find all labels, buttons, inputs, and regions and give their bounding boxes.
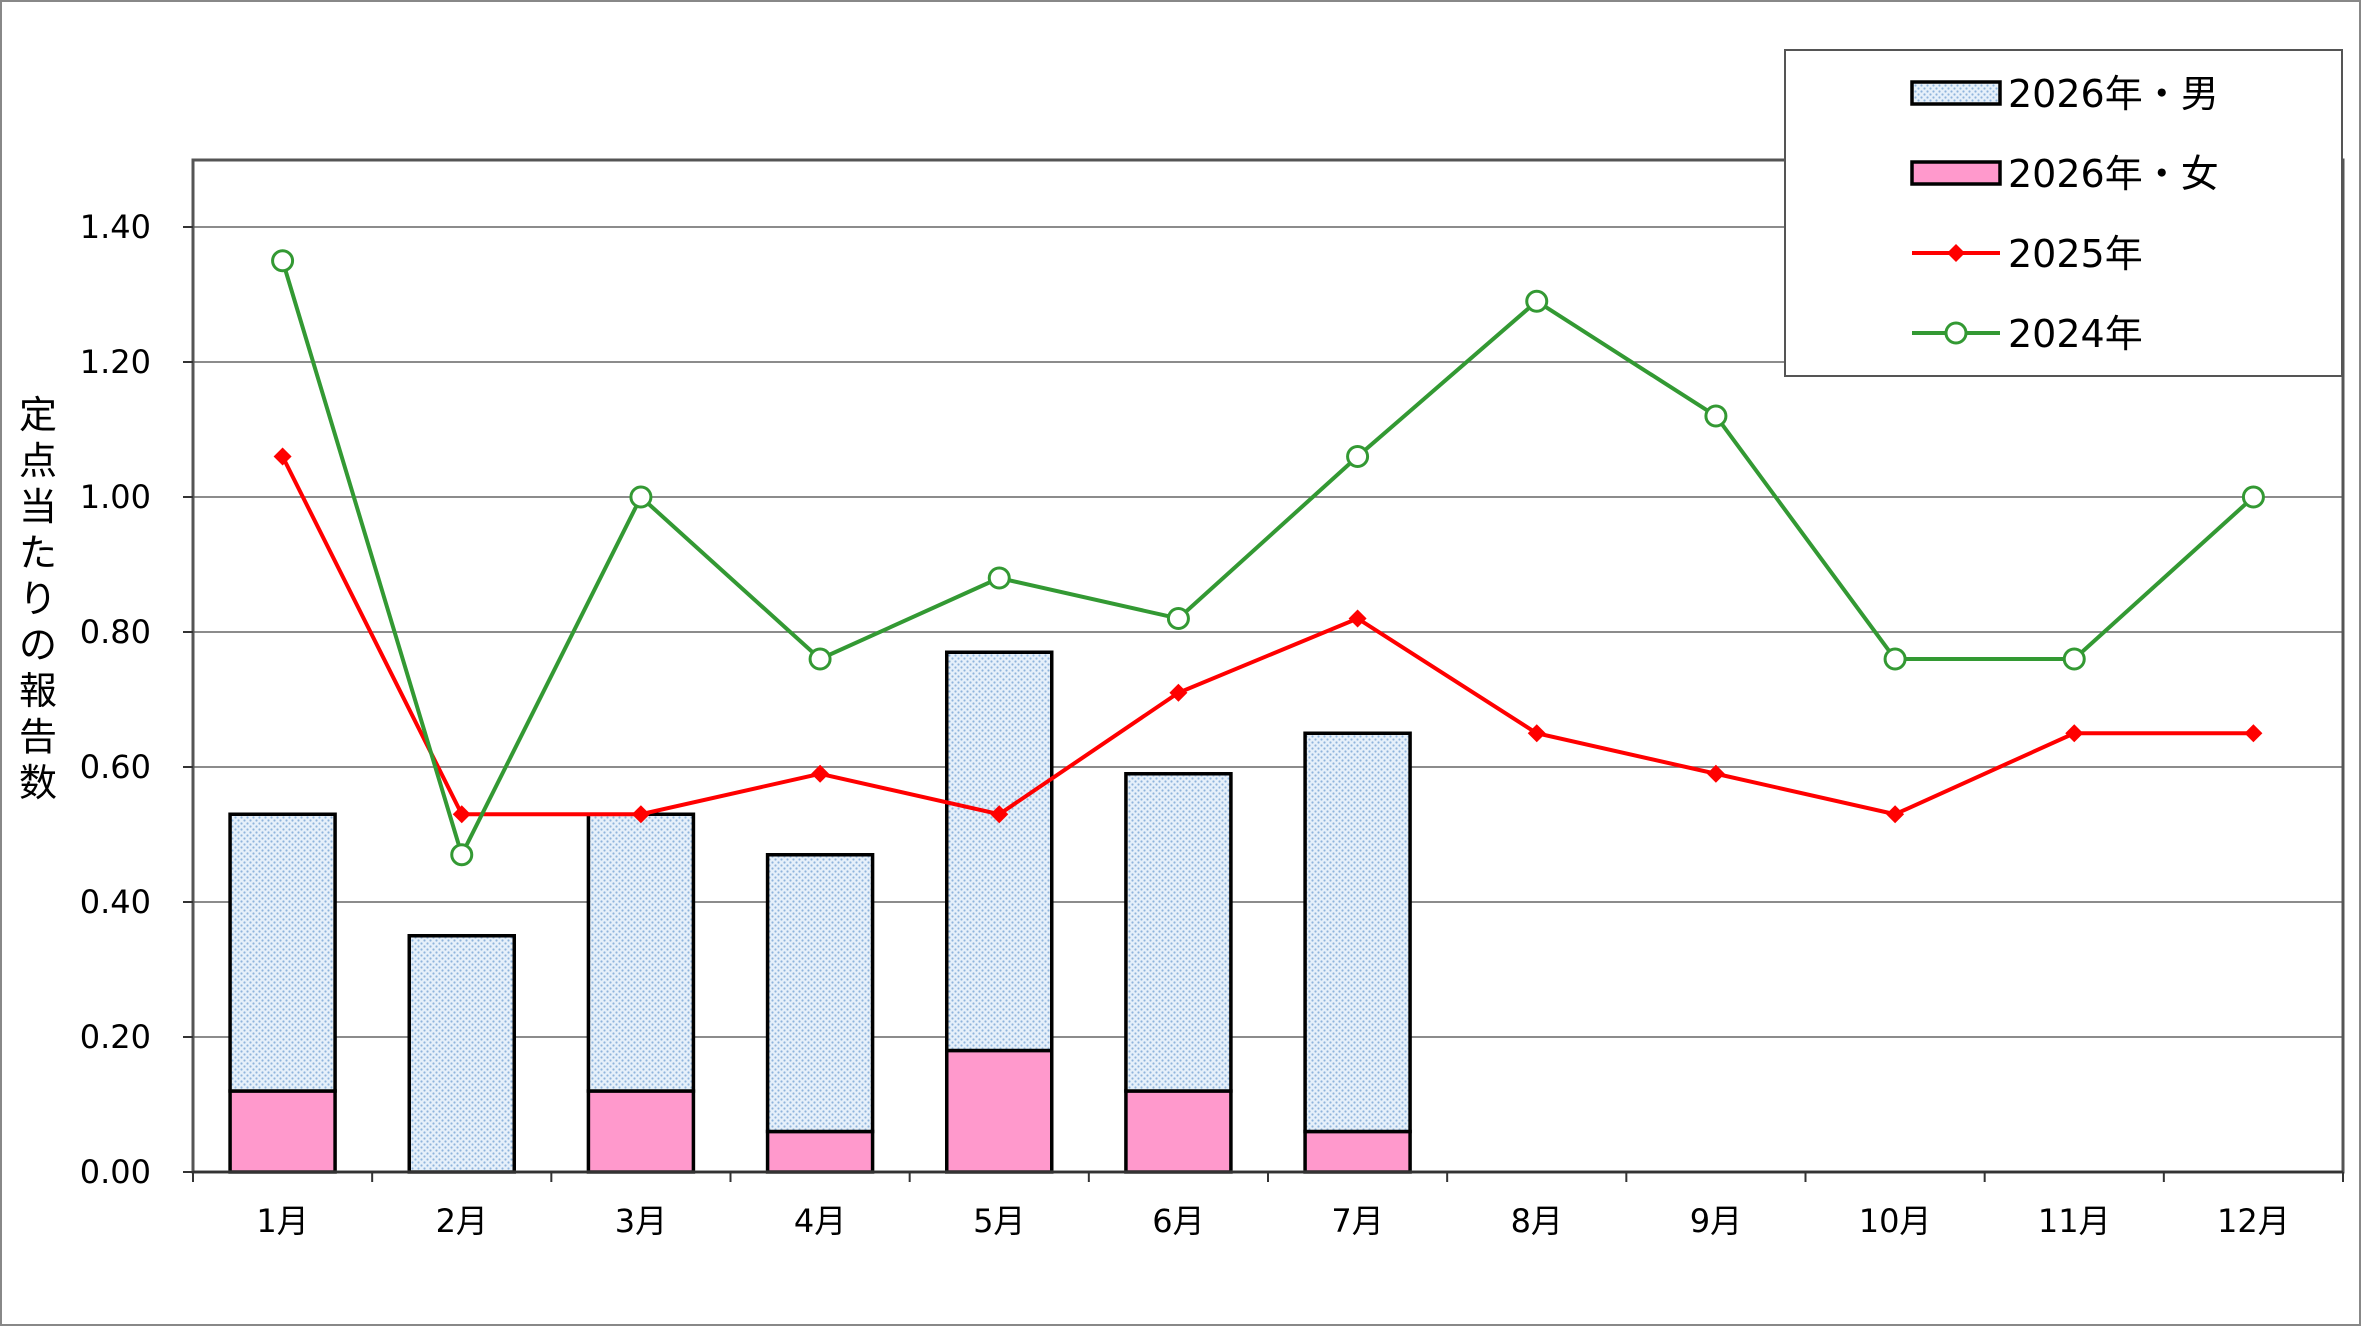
circle-point (1346, 445, 1370, 468)
legend-diamond-marker (1947, 244, 1965, 262)
bars-layer (228, 650, 1412, 1174)
diamond-point (811, 764, 830, 783)
diamond-point (1706, 764, 1725, 783)
legend-label: 2025年 (2008, 232, 2143, 276)
bar-female (1303, 1129, 1412, 1174)
circle-point (271, 249, 295, 273)
diamond-point (1886, 805, 1905, 824)
y-tick-label: 1.20 (80, 343, 151, 381)
bar-female (586, 1089, 696, 1174)
legend-swatch (1910, 160, 2002, 186)
x-tick-label: 8月 (1511, 1202, 1563, 1240)
diamond-point (1169, 683, 1188, 702)
bar-male (1303, 731, 1412, 1134)
legend-label: 2024年 (2008, 312, 2143, 356)
y-tick-labels: 0.00 0.20 0.40 0.60 0.80 1.00 1.20 1.40 (80, 208, 151, 1191)
circle-point (1704, 404, 1728, 428)
y-tick-label: 0.80 (80, 613, 151, 651)
y-tick-label: 1.40 (80, 208, 151, 246)
y-tick-label: 1.00 (80, 478, 151, 516)
circle-point (2241, 485, 2265, 509)
bar-male (765, 853, 875, 1134)
x-tick-label: 9月 (1690, 1202, 1742, 1240)
circle-point (450, 843, 474, 867)
bar-male (407, 934, 516, 1174)
y-tick-label: 0.60 (80, 748, 151, 786)
circle-point (987, 566, 1011, 590)
y-tick-label: 0.00 (80, 1153, 151, 1191)
y-axis-label-text: 定点当たりの報告数 (19, 393, 57, 805)
diamond-point (452, 805, 471, 824)
bar-male (1124, 772, 1233, 1093)
legend-label: 2026年・男 (2008, 72, 2219, 116)
bar-female (228, 1089, 337, 1174)
bar-male (945, 650, 1054, 1053)
legend: 2026年・男 2026年・女 2025年 2024年 (1784, 49, 2343, 377)
lines-layer (271, 249, 2265, 867)
circle-point (808, 647, 832, 671)
y-tick-label: 0.40 (80, 883, 151, 921)
x-tick-label: 1月 (256, 1202, 308, 1240)
x-tick-label: 3月 (615, 1202, 667, 1240)
bar-female (1124, 1089, 1233, 1174)
series-line-0 (280, 455, 2254, 817)
circle-point (629, 485, 653, 509)
series-line-1 (280, 260, 2255, 861)
bar-male (586, 812, 696, 1093)
diamond-point (1527, 724, 1546, 743)
x-tick-label: 7月 (1331, 1202, 1383, 1240)
legend-box (1784, 49, 2343, 377)
circle-point (2062, 647, 2086, 671)
diamond-point (1348, 609, 1367, 628)
circle-point (1525, 289, 1549, 313)
diamond-point (273, 447, 292, 466)
circle-point (1166, 607, 1190, 630)
x-tick-label: 10月 (1859, 1202, 1932, 1240)
x-tick-label: 6月 (1152, 1202, 1204, 1240)
axes-layer (183, 158, 2345, 1182)
diamond-point (631, 805, 650, 824)
circle-point (1883, 647, 1907, 671)
diamond-point (2244, 724, 2263, 743)
x-tick-label: 11月 (2038, 1202, 2111, 1240)
diamond-point (2065, 724, 2084, 743)
legend-label: 2026年・女 (2008, 152, 2219, 196)
legend-swatch (1910, 80, 2002, 106)
bar-female (765, 1129, 875, 1174)
bar-male (228, 812, 337, 1093)
x-tick-labels: 1月 2月 3月 4月 5月 6月 7月 8月 9月 10月 11月 12月 (256, 1202, 2289, 1240)
bar-female (945, 1048, 1054, 1174)
diamond-point (990, 805, 1009, 824)
x-tick-label: 5月 (973, 1202, 1025, 1240)
y-tick-label: 0.20 (80, 1018, 151, 1056)
legend-circle-marker (1944, 321, 1968, 345)
x-tick-label: 4月 (794, 1202, 846, 1240)
x-tick-label: 12月 (2217, 1202, 2290, 1240)
x-tick-label: 2月 (436, 1202, 488, 1240)
y-axis-label: 定点当たりの報告数 (19, 393, 57, 805)
